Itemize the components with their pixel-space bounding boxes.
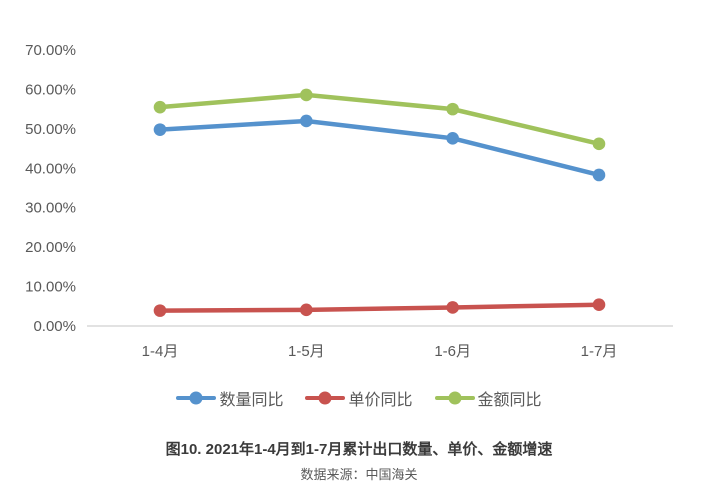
legend-item-单价同比: 单价同比: [305, 386, 413, 410]
y-axis-tick-label: 30.00%: [25, 200, 76, 217]
y-axis-tick-label: 70.00%: [25, 42, 76, 59]
legend-item-数量同比: 数量同比: [176, 386, 283, 410]
series-line-金额同比: [157, 92, 602, 147]
data-point-marker: [300, 88, 313, 102]
data-point-marker: [153, 123, 167, 136]
y-axis-tick-label: 50.00%: [25, 121, 76, 138]
legend-dot-icon: [318, 391, 332, 405]
y-axis-tick-label: 20.00%: [25, 239, 76, 256]
x-axis-label: 1-7月: [581, 343, 618, 360]
data-point-marker: [592, 298, 606, 312]
data-point-marker: [446, 102, 459, 116]
legend-label: 数量同比: [219, 392, 284, 409]
x-axis-label: 1-4月: [142, 343, 179, 360]
legend-dot-icon: [448, 391, 461, 405]
data-point-marker: [446, 132, 459, 145]
chart-legend: 数量同比 单价同比 金额同比: [0, 386, 718, 410]
data-point-marker: [300, 114, 313, 128]
data-point-marker: [153, 100, 167, 114]
legend-item-金额同比: 金额同比: [434, 386, 542, 410]
data-point-marker: [592, 168, 606, 182]
legend-line-marker-icon: [305, 391, 346, 405]
data-point-marker: [153, 304, 167, 317]
legend-label: 金额同比: [477, 392, 542, 409]
chart-title: 图10. 2021年1-4月到1-7月累计出口数量、单价、金额增速: [165, 441, 553, 458]
data-point-marker: [592, 137, 606, 151]
y-axis-tick-label: 10.00%: [25, 279, 76, 296]
y-axis-tick-label: 0.00%: [33, 318, 76, 335]
legend-label: 单价同比: [348, 392, 413, 409]
chart-source: 数据来源：中国海关: [300, 467, 418, 482]
x-axis-label: 1-5月: [288, 343, 325, 360]
data-point-marker: [300, 303, 313, 317]
y-axis-tick-label: 40.00%: [25, 160, 76, 177]
x-axis-label: 1-6月: [434, 343, 471, 360]
legend-line-marker-icon: [176, 391, 217, 405]
series-line-单价同比: [157, 302, 602, 313]
legend-dot-icon: [189, 391, 203, 405]
data-point-marker: [446, 301, 459, 314]
legend-line-marker-icon: [434, 391, 475, 405]
series-line-数量同比: [157, 118, 602, 178]
y-axis-tick-label: 60.00%: [25, 81, 76, 98]
line-chart: 0.00% 10.00% 20.00% 30.00% 40.00% 50.00% 60.00…: [25, 42, 673, 360]
